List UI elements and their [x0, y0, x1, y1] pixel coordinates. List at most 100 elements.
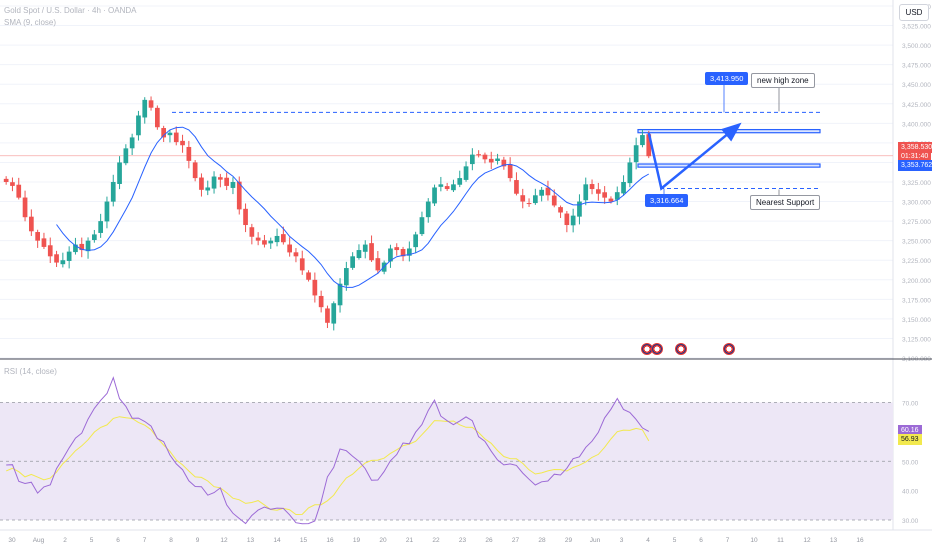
candle-body [614, 192, 620, 200]
candle-body [463, 166, 469, 180]
candle-body [589, 184, 595, 190]
candle-body [558, 207, 563, 213]
time-tick-label: 14 [273, 537, 281, 544]
candle-body [142, 99, 148, 118]
time-tick-label: 4 [646, 537, 650, 544]
candle-body [501, 159, 507, 167]
candle-body [583, 184, 589, 201]
time-tick-label: 12 [803, 537, 811, 544]
time-tick-label: 28 [538, 537, 546, 544]
candle-body [10, 182, 15, 186]
price-tick-label: 3,125.000 [902, 336, 931, 343]
price-axis[interactable]: 3,100.0003,125.0003,150.0003,175.0003,20… [892, 0, 931, 530]
candle-body [281, 234, 286, 243]
rsi-tick-label: 30.00 [902, 518, 919, 525]
last-price-tag: 3,358.530 [898, 142, 932, 153]
time-tick-label: 9 [196, 537, 200, 544]
zone-box [637, 163, 821, 168]
candle-body [211, 176, 217, 189]
candle-body [155, 107, 160, 128]
price-tick-label: 3,300.000 [902, 200, 931, 207]
time-axis[interactable]: 30 Aug 2 5 6 7 8 9 12 13 14 15 16 19 20 21 22 23 26 27 28 29 J… [0, 529, 932, 544]
candle-body [514, 180, 519, 194]
candle-body [362, 244, 368, 252]
candle-body [539, 189, 544, 196]
candle-body [551, 195, 557, 206]
us-flag-event-icon[interactable] [651, 343, 663, 355]
candle-body [110, 182, 116, 202]
candle-body [22, 197, 28, 218]
candle-body [98, 221, 103, 233]
candle-body [596, 189, 601, 194]
candle-body [306, 272, 311, 280]
candle-body [488, 158, 494, 163]
rsi-legend[interactable]: RSI (14, close) [4, 367, 57, 376]
candle-body [413, 234, 418, 248]
candle-body [66, 251, 72, 261]
time-tick-label: 13 [830, 537, 838, 544]
candle-body [60, 260, 66, 265]
candle-body [123, 148, 129, 164]
candle-body [564, 213, 570, 226]
candle-body [507, 164, 513, 179]
candle-body [54, 254, 59, 263]
main-pane-grid [0, 5, 893, 359]
support-price-callout[interactable]: 3,316.664 [645, 194, 689, 207]
price-tick-label: 3,325.000 [902, 180, 931, 187]
horizontal-levels[interactable] [172, 83, 820, 196]
candle-body [438, 184, 444, 187]
price-tick-label: 3,450.000 [902, 82, 931, 89]
time-tick-label: 19 [353, 537, 361, 544]
new-high-zone-note[interactable]: new high zone [751, 73, 815, 88]
candle-body [230, 182, 236, 188]
candle-body [602, 192, 607, 198]
candle-body [255, 237, 261, 241]
projection-path[interactable] [647, 122, 742, 191]
candle-body [148, 100, 154, 108]
bar-countdown-tag: 01:31:40 [898, 151, 932, 162]
candle-body [29, 216, 34, 232]
candle-body [218, 177, 223, 180]
candle-body [640, 135, 645, 146]
price-tick-label: 3,175.000 [902, 297, 931, 304]
target-price-callout[interactable]: 3,413.950 [705, 72, 749, 85]
candle-body [3, 178, 9, 182]
sma-9-line [56, 126, 650, 288]
symbol-title[interactable]: Gold Spot / U.S. Dollar · 4h · OANDA [4, 6, 137, 15]
us-flag-event-icon[interactable] [723, 343, 735, 355]
price-tick-label: 3,200.000 [902, 278, 931, 285]
candle-body [192, 162, 198, 179]
candle-body [482, 154, 488, 160]
candle-body [337, 283, 343, 306]
time-tick-label: 7 [726, 537, 730, 544]
candle-body [533, 195, 538, 204]
candle-body [85, 240, 91, 252]
candle-body [129, 137, 135, 149]
candle-body [400, 249, 406, 257]
candle-body [136, 115, 141, 136]
rsi-tick-label: 50.00 [902, 459, 919, 466]
candle-body [407, 248, 412, 256]
time-tick-label: 7 [143, 537, 147, 544]
rsi-tick-label: 70.00 [902, 401, 919, 408]
sma-legend[interactable]: SMA (9, close) [4, 18, 57, 27]
time-tick-label: 27 [512, 537, 520, 544]
time-tick-label: Jun [590, 537, 601, 544]
nearest-support-note[interactable]: Nearest Support [750, 195, 821, 210]
currency-button[interactable]: USD [899, 4, 929, 21]
candle-body [180, 140, 185, 146]
price-tick-label: 3,150.000 [902, 317, 931, 324]
candle-body [173, 132, 179, 143]
rsi-ma-line [6, 416, 650, 516]
price-tick-label: 3,400.000 [902, 121, 931, 128]
candle-body [350, 256, 355, 268]
candle-body [344, 268, 349, 286]
candle-body [73, 244, 78, 253]
candle-body [274, 235, 280, 243]
us-flag-event-icon[interactable] [675, 343, 687, 355]
time-tick-label: 22 [432, 537, 440, 544]
candle-body [47, 245, 53, 257]
time-tick-label: 16 [326, 537, 334, 544]
candle-body [331, 303, 337, 324]
